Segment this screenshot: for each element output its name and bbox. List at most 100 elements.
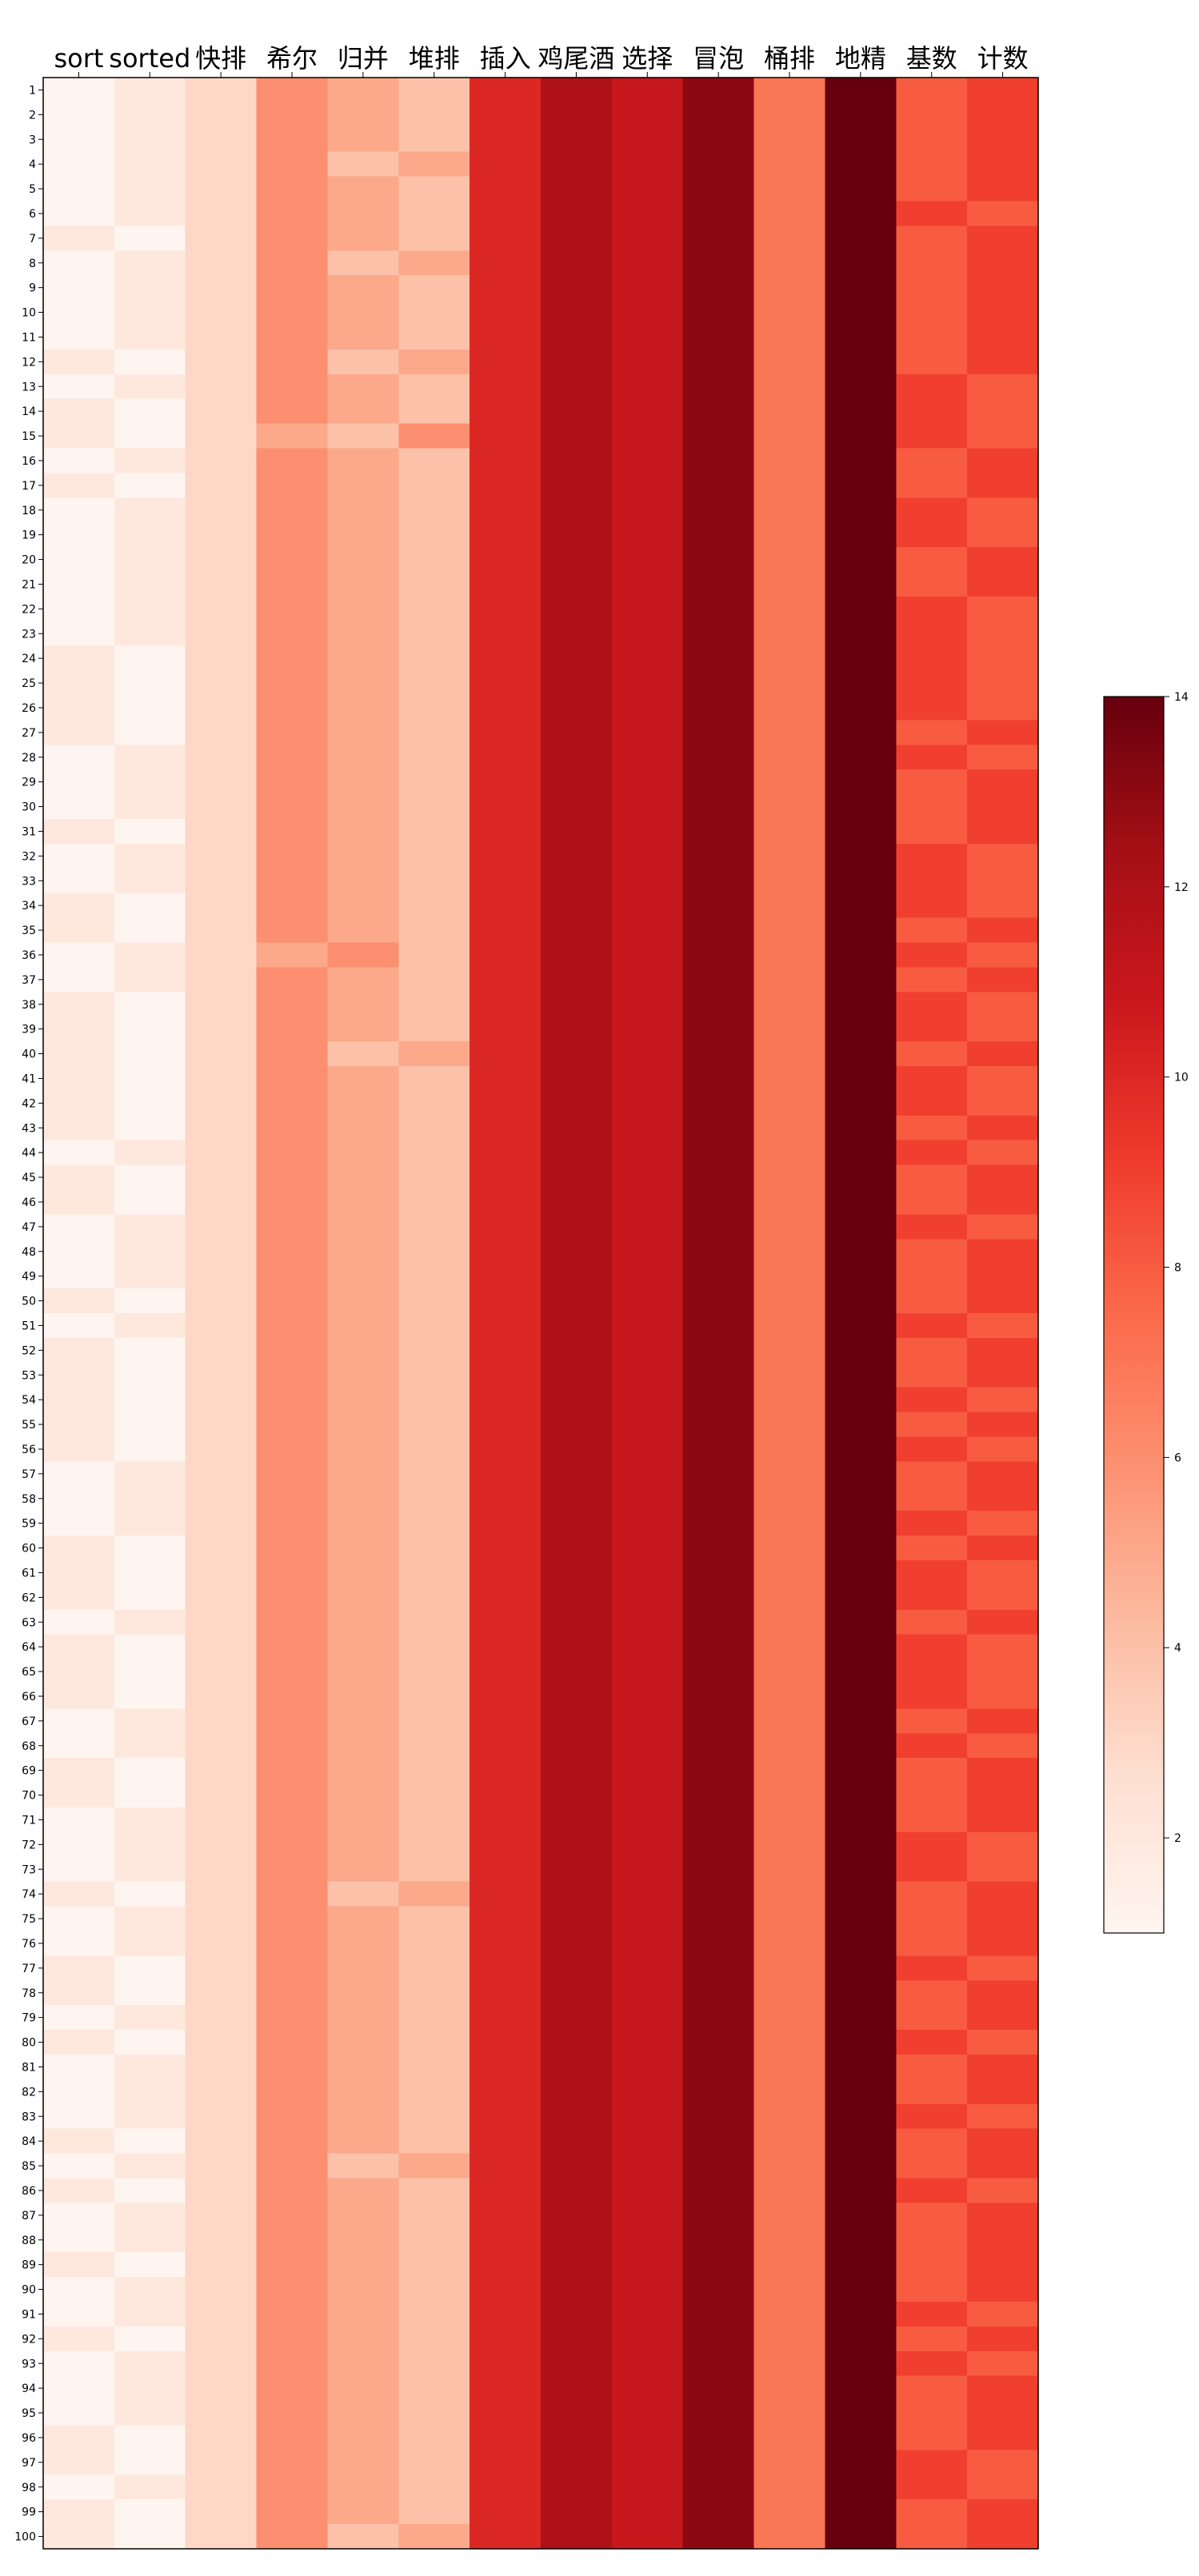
heatmap-cell-r1-c12 — [825, 78, 897, 103]
heatmap-cell-r20-c4 — [256, 547, 329, 573]
heatmap-cell-r20-c12 — [825, 547, 897, 573]
heatmap-cell-r31-c13 — [896, 819, 968, 845]
heatmap-cell-r56-c12 — [825, 1436, 897, 1462]
heatmap-cell-r78-c7 — [470, 1980, 542, 2006]
heatmap-cell-r82-c10 — [682, 2079, 755, 2105]
heatmap-cell-r4-c8 — [541, 151, 613, 178]
heatmap-cell-r65-c11 — [753, 1659, 826, 1685]
row-label: 85 — [22, 2160, 36, 2173]
heatmap-cell-r41-c4 — [256, 1066, 329, 1092]
heatmap-cell-r31-c2 — [114, 819, 186, 845]
row-label: 91 — [22, 2308, 36, 2321]
heatmap-cell-r76-c8 — [541, 1931, 613, 1956]
row-label: 23 — [22, 628, 36, 641]
heatmap-cell-r77-c4 — [256, 1955, 329, 1981]
heatmap-cell-r74-c13 — [896, 1881, 968, 1907]
heatmap-cell-r14-c1 — [43, 398, 115, 425]
heatmap-cell-r31-c9 — [611, 819, 684, 845]
heatmap-cell-r37-c7 — [470, 967, 542, 992]
row-label: 73 — [22, 1863, 36, 1876]
heatmap-cell-r93-c10 — [682, 2350, 755, 2377]
heatmap-cell-r17-c8 — [541, 473, 613, 498]
heatmap-cell-r93-c3 — [185, 2350, 258, 2377]
heatmap-cell-r11-c3 — [185, 325, 258, 350]
heatmap-cell-r86-c9 — [611, 2178, 684, 2203]
heatmap-cell-r21-c3 — [185, 572, 258, 597]
heatmap-cell-r7-c11 — [753, 226, 826, 251]
heatmap-cell-r70-c5 — [327, 1783, 399, 1808]
heatmap-cell-r51-c6 — [398, 1313, 470, 1339]
heatmap-cell-r88-c5 — [327, 2227, 399, 2253]
heatmap-cell-r90-c6 — [398, 2277, 470, 2302]
heatmap-cell-r11-c11 — [753, 325, 826, 350]
heatmap-cell-r97-c8 — [541, 2450, 613, 2475]
heatmap-cell-r18-c1 — [43, 497, 115, 523]
heatmap-cell-r44-c13 — [896, 1140, 968, 1166]
heatmap-cell-r50-c11 — [753, 1288, 826, 1314]
heatmap-cell-r1-c11 — [753, 78, 826, 103]
heatmap-cell-r23-c10 — [682, 621, 755, 647]
heatmap-cell-r50-c13 — [896, 1288, 968, 1314]
heatmap-cell-r8-c14 — [967, 250, 1039, 276]
heatmap-cell-r43-c5 — [327, 1115, 399, 1141]
heatmap-cell-r67-c9 — [611, 1708, 684, 1734]
column-label: 计数 — [977, 43, 1029, 74]
row-label: 24 — [22, 653, 36, 665]
heatmap-cell-r21-c5 — [327, 572, 399, 597]
heatmap-cell-r70-c14 — [967, 1783, 1039, 1808]
heatmap-cell-r13-c6 — [398, 373, 470, 400]
heatmap-cell-r14-c9 — [611, 398, 684, 425]
heatmap-cell-r61-c5 — [327, 1560, 399, 1586]
heatmap-cell-r41-c3 — [185, 1066, 258, 1092]
heatmap-cell-r52-c4 — [256, 1337, 329, 1364]
heatmap-cell-r71-c5 — [327, 1807, 399, 1833]
heatmap-cell-r98-c6 — [398, 2474, 470, 2500]
heatmap-cell-r30-c7 — [470, 794, 542, 820]
heatmap-cell-r77-c14 — [967, 1955, 1039, 1981]
colorbar-tick-label: 6 — [1174, 1452, 1181, 1464]
heatmap-cell-r92-c10 — [682, 2326, 755, 2352]
heatmap-cell-r30-c6 — [398, 794, 470, 820]
heatmap-cell-r20-c11 — [753, 547, 826, 573]
heatmap-cell-r84-c10 — [682, 2128, 755, 2155]
heatmap-cell-r71-c3 — [185, 1807, 258, 1833]
heatmap-cell-r37-c11 — [753, 967, 826, 992]
heatmap-cell-r4-c2 — [114, 151, 186, 178]
heatmap-cell-r78-c14 — [967, 1980, 1039, 2006]
heatmap-cell-r54-c3 — [185, 1387, 258, 1413]
heatmap-cell-r63-c7 — [470, 1609, 542, 1635]
row-label: 98 — [22, 2482, 36, 2494]
heatmap-cell-r50-c3 — [185, 1288, 258, 1314]
heatmap-cell-r8-c4 — [256, 250, 329, 276]
heatmap-cell-r14-c5 — [327, 398, 399, 425]
heatmap-cell-r70-c9 — [611, 1783, 684, 1808]
heatmap-cell-r88-c12 — [825, 2227, 897, 2253]
heatmap-cell-r42-c1 — [43, 1090, 115, 1116]
heatmap-cell-r82-c2 — [114, 2079, 186, 2105]
heatmap-cell-r80-c12 — [825, 2030, 897, 2055]
heatmap-cell-r32-c3 — [185, 843, 258, 869]
heatmap-cell-r16-c1 — [43, 448, 115, 473]
heatmap-cell-r81-c2 — [114, 2055, 186, 2080]
heatmap-cell-r100-c4 — [256, 2524, 329, 2550]
heatmap-cell-r44-c8 — [541, 1140, 613, 1166]
heatmap-cell-r24-c1 — [43, 645, 115, 672]
heatmap-cell-r84-c13 — [896, 2128, 968, 2155]
heatmap-cell-r36-c4 — [256, 942, 329, 968]
heatmap-cell-r26-c13 — [896, 695, 968, 721]
heatmap-cell-r88-c10 — [682, 2227, 755, 2253]
heatmap-cell-r63-c13 — [896, 1609, 968, 1635]
heatmap-cell-r38-c11 — [753, 992, 826, 1017]
heatmap-cell-r22-c10 — [682, 596, 755, 622]
heatmap-cell-r47-c4 — [256, 1214, 329, 1240]
heatmap-cell-r50-c6 — [398, 1288, 470, 1314]
row-label: 68 — [22, 1740, 36, 1753]
heatmap-cell-r37-c4 — [256, 967, 329, 992]
heatmap-cell-r94-c5 — [327, 2375, 399, 2402]
heatmap-cell-r20-c2 — [114, 547, 186, 573]
heatmap-cell-r93-c11 — [753, 2350, 826, 2377]
heatmap-cell-r88-c11 — [753, 2227, 826, 2253]
heatmap-cell-r39-c13 — [896, 1016, 968, 1042]
heatmap-cell-r36-c8 — [541, 942, 613, 968]
heatmap-cell-r24-c3 — [185, 645, 258, 672]
